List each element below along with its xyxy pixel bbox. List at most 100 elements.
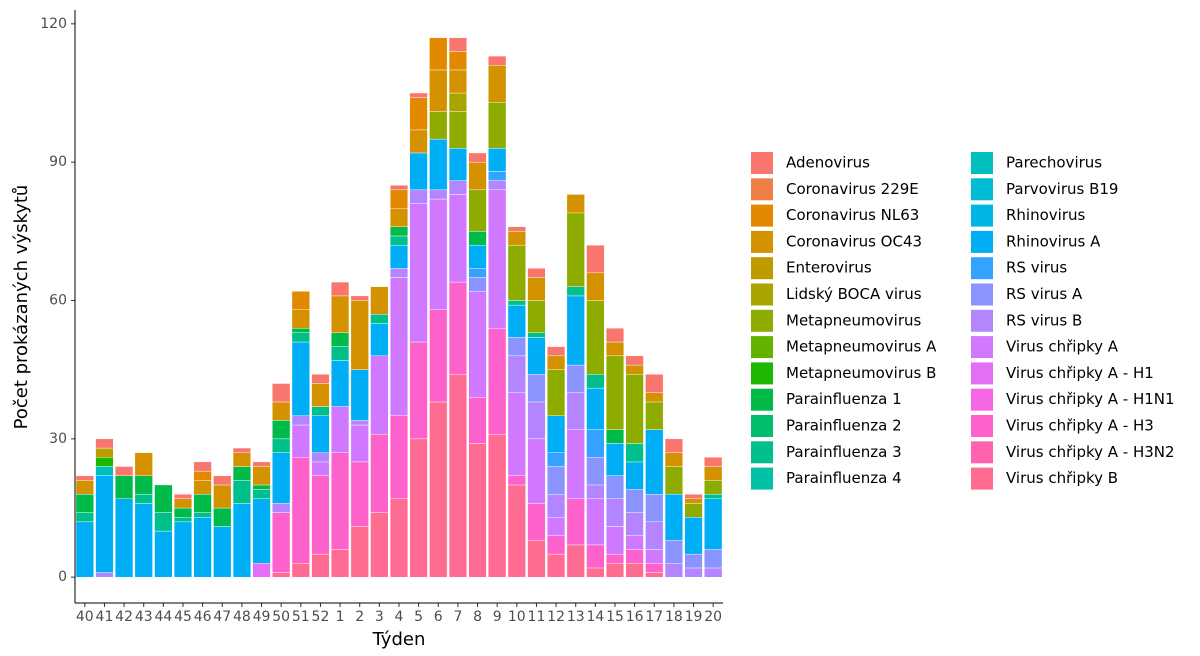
- bar-segment: [605, 341, 625, 357]
- bar-segment: [586, 567, 605, 578]
- bar-segment: [664, 563, 683, 578]
- bar-segment: [488, 65, 507, 103]
- bar-segment: [605, 355, 625, 430]
- bar-segment: [488, 55, 507, 66]
- bar-segment: [468, 268, 487, 278]
- legend-key: [971, 257, 993, 280]
- bar-segment: [331, 406, 350, 453]
- bar-segment: [625, 355, 644, 366]
- bar-segment: [507, 300, 526, 306]
- bar-segment: [95, 572, 114, 578]
- bar-segment: [252, 466, 271, 486]
- bar-segment: [272, 512, 291, 573]
- bar-segment: [134, 452, 153, 476]
- bar-segment: [370, 355, 389, 435]
- bar-segment: [605, 553, 625, 564]
- bar-segment: [272, 452, 291, 504]
- bar-segment: [645, 521, 664, 550]
- x-tick-label: 47: [213, 609, 231, 625]
- bar-segment: [507, 226, 526, 232]
- legend-key: [971, 336, 993, 359]
- x-tick-label: 7: [453, 609, 462, 625]
- bar-segment: [704, 480, 723, 495]
- bar-segment: [409, 92, 428, 98]
- legend-key: [751, 204, 773, 227]
- x-tick-label: 12: [547, 609, 565, 625]
- bar-segment: [232, 503, 251, 578]
- bar-segment: [507, 475, 526, 486]
- bar-segment: [429, 198, 448, 310]
- legend-label: Rhinovirus A: [1006, 232, 1101, 250]
- bar-segment: [389, 277, 409, 416]
- bar-segment: [547, 553, 566, 578]
- bar-segment: [605, 429, 625, 444]
- bar-segment: [645, 392, 664, 403]
- legend-key: [751, 283, 773, 306]
- bar-segment: [605, 327, 625, 343]
- bar-segment: [213, 484, 232, 509]
- bar-segment: [311, 461, 330, 476]
- legend-label: Virus chřipky B: [1006, 469, 1118, 487]
- bar-segment: [507, 304, 526, 338]
- legend-label: Metapneumovirus B: [786, 364, 936, 382]
- bar-segment: [311, 383, 330, 407]
- bar-segment: [468, 244, 487, 269]
- legend-key: [971, 441, 993, 464]
- bar-segment: [193, 470, 212, 481]
- bar-segment: [586, 429, 605, 458]
- bar-segment: [448, 37, 467, 52]
- bar-segment: [95, 438, 114, 449]
- x-tick-label: 48: [233, 609, 251, 625]
- legend-key: [971, 309, 993, 332]
- bar-segment: [291, 327, 310, 333]
- bar-segment: [331, 295, 350, 333]
- bar-segment: [389, 415, 409, 499]
- x-axis-title: Týden: [372, 629, 426, 650]
- y-tick-label: 120: [40, 16, 67, 32]
- bar-segment: [664, 452, 683, 467]
- bar-segment: [704, 567, 723, 578]
- bar-segment: [154, 484, 173, 513]
- bar-segment: [331, 452, 350, 550]
- legend-key: [751, 415, 773, 437]
- bar-segment: [448, 194, 467, 283]
- bar-segment: [389, 226, 409, 237]
- bar-segment: [331, 360, 350, 407]
- bar-segment: [684, 498, 703, 504]
- bar-segment: [468, 291, 487, 398]
- bar-segment: [625, 443, 644, 463]
- bar-segment: [193, 461, 212, 472]
- bar-segment: [252, 489, 271, 499]
- y-tick-label: 0: [58, 569, 67, 585]
- bar-segment: [488, 180, 507, 191]
- bar-segment: [625, 374, 644, 444]
- bar-segment: [311, 553, 330, 578]
- bar-segment: [684, 517, 703, 555]
- bar-segment: [645, 493, 664, 523]
- bar-segment: [507, 392, 526, 476]
- bar-segment: [684, 567, 703, 578]
- bar-segment: [586, 457, 605, 486]
- bar-segment: [154, 512, 173, 532]
- bar-segment: [625, 461, 644, 490]
- legend-key: [971, 152, 993, 174]
- bar-segment: [252, 484, 271, 490]
- bar-segment: [252, 498, 271, 564]
- bar-segment: [547, 369, 566, 416]
- bar-segment: [429, 37, 448, 71]
- bar-segment: [291, 424, 310, 458]
- legend-key: [971, 415, 993, 437]
- bar-segment: [370, 314, 389, 324]
- bar-segment: [291, 332, 310, 343]
- bar-segment: [527, 300, 546, 333]
- legend-label: Parainfluenza 2: [786, 417, 902, 435]
- bar-segment: [409, 341, 428, 440]
- bar-segment: [115, 498, 134, 578]
- bar-segment: [645, 401, 664, 430]
- bar-segment: [272, 572, 291, 578]
- bar-segment: [95, 447, 114, 458]
- bar-segment: [547, 415, 566, 453]
- bar-segment: [468, 231, 487, 246]
- bar-segment: [507, 244, 526, 301]
- bar-segment: [409, 152, 428, 191]
